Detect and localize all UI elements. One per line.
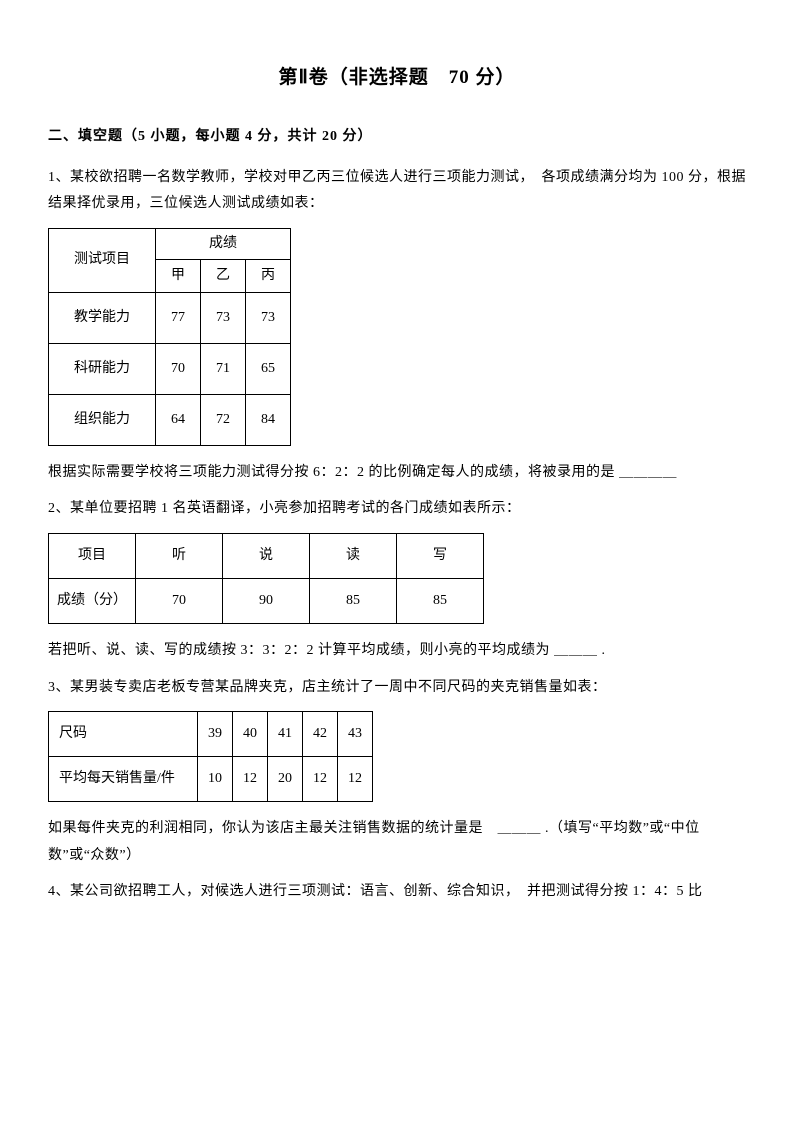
q3-h4: 42: [303, 712, 338, 757]
q3-followup: 如果每件夹克的利润相同，你认为该店主最关注销售数据的统计量是 ＿＿＿ .（填写“…: [48, 816, 746, 869]
table-cell: 77: [156, 292, 201, 343]
page-title: 第Ⅱ卷（非选择题 70 分）: [48, 60, 746, 96]
q2-h1: 听: [136, 534, 223, 579]
q1-followup: 根据实际需要学校将三项能力测试得分按 6：2：2 的比例确定每人的成绩，将被录用…: [48, 460, 746, 487]
table-cell: 10: [198, 757, 233, 802]
q1-col-1: 乙: [201, 259, 246, 292]
q4-text: 4、某公司欲招聘工人，对候选人进行三项测试：语言、创新、综合知识， 并把测试得分…: [48, 879, 746, 906]
table-cell: 20: [268, 757, 303, 802]
table-cell: 12: [303, 757, 338, 802]
q1-col-2: 丙: [246, 259, 291, 292]
table-cell: 90: [223, 579, 310, 624]
table-cell: 72: [201, 394, 246, 445]
q2-h3: 读: [310, 534, 397, 579]
table-cell: 12: [233, 757, 268, 802]
table-cell: 12: [338, 757, 373, 802]
q2-text: 2、某单位要招聘 1 名英语翻译，小亮参加招聘考试的各门成绩如表所示：: [48, 496, 746, 523]
table-cell: 65: [246, 343, 291, 394]
q3-h5: 43: [338, 712, 373, 757]
q1-text: 1、某校欲招聘一名数学教师，学校对甲乙丙三位候选人进行三项能力测试， 各项成绩满…: [48, 165, 746, 218]
table-cell: 84: [246, 394, 291, 445]
q1-score-label: 成绩: [156, 228, 291, 259]
q3-h0: 尺码: [49, 712, 198, 757]
table-cell: 85: [310, 579, 397, 624]
q3-table: 尺码 39 40 41 42 43 平均每天销售量/件 10 12 20 12 …: [48, 711, 373, 802]
section-heading: 二、填空题（5 小题，每小题 4 分，共计 20 分）: [48, 124, 746, 151]
table-cell: 85: [397, 579, 484, 624]
q1-table: 测试项目 成绩 甲 乙 丙 教学能力 77 73 73 科研能力 70 71 6…: [48, 228, 291, 446]
q3-text: 3、某男装专卖店老板专营某品牌夹克，店主统计了一周中不同尺码的夹克销售量如表：: [48, 675, 746, 702]
q3-h3: 41: [268, 712, 303, 757]
q3-rowlabel: 平均每天销售量/件: [49, 757, 198, 802]
q2-h4: 写: [397, 534, 484, 579]
q1-rowlabel: 测试项目: [49, 228, 156, 292]
table-cell: 70: [156, 343, 201, 394]
table-cell: 70: [136, 579, 223, 624]
table-cell: 64: [156, 394, 201, 445]
q1-col-0: 甲: [156, 259, 201, 292]
table-cell: 71: [201, 343, 246, 394]
q3-h1: 39: [198, 712, 233, 757]
q2-table: 项目 听 说 读 写 成绩（分） 70 90 85 85: [48, 533, 484, 624]
q2-followup: 若把听、说、读、写的成绩按 3：3：2：2 计算平均成绩，则小亮的平均成绩为 ＿…: [48, 638, 746, 665]
q2-h2: 说: [223, 534, 310, 579]
table-row-label: 教学能力: [49, 292, 156, 343]
q3-h2: 40: [233, 712, 268, 757]
table-cell: 73: [201, 292, 246, 343]
table-row-label: 科研能力: [49, 343, 156, 394]
q2-rowlabel: 成绩（分）: [49, 579, 136, 624]
q2-h0: 项目: [49, 534, 136, 579]
table-row-label: 组织能力: [49, 394, 156, 445]
table-cell: 73: [246, 292, 291, 343]
